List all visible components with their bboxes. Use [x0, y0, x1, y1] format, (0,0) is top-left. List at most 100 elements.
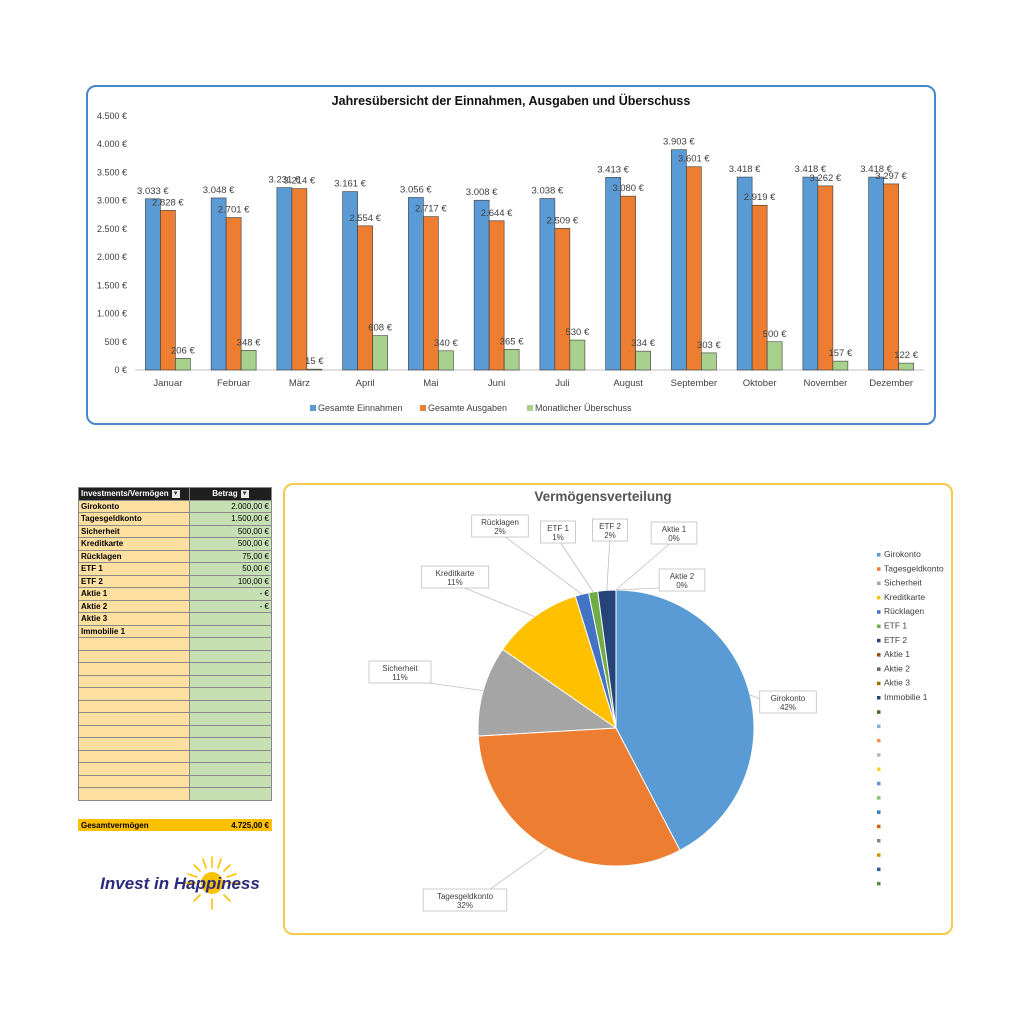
asset-name-cell[interactable] [78, 699, 190, 713]
asset-amount-cell[interactable] [188, 637, 273, 651]
table-row[interactable] [78, 787, 273, 801]
x-tick-label: Januar [153, 378, 182, 389]
pie-chart-panel: Vermögensverteilung Girokonto 42% Tagesgel… [283, 483, 953, 935]
x-tick-label: September [671, 378, 717, 389]
asset-amount-cell[interactable]: 1.500,00 € [188, 512, 273, 526]
asset-amount-cell[interactable] [188, 612, 273, 626]
asset-name-cell[interactable]: Girokonto [78, 499, 190, 513]
asset-amount-cell[interactable]: 50,00 € [188, 562, 273, 576]
asset-amount-cell[interactable] [188, 749, 273, 763]
table-row[interactable]: Tagesgeldkonto 1.500,00 € [78, 512, 273, 526]
asset-name-cell[interactable]: Tagesgeldkonto [78, 512, 190, 526]
header-name-cell[interactable]: Investments/Vermögen ▼ [78, 487, 190, 501]
asset-amount-cell[interactable] [188, 724, 273, 738]
asset-name-cell[interactable] [78, 674, 190, 688]
callout-leader-line [557, 538, 594, 593]
table-row[interactable] [78, 737, 273, 751]
asset-amount-cell[interactable] [188, 649, 273, 663]
callout-leader-line [615, 539, 675, 591]
table-row[interactable]: Sicherheit 500,00 € [78, 524, 273, 538]
asset-name-cell[interactable]: Kreditkarte [78, 537, 190, 551]
asset-name-cell[interactable]: ETF 1 [78, 562, 190, 576]
table-row[interactable] [78, 724, 273, 738]
bar-data-label: 3.418 € [795, 164, 827, 175]
table-row[interactable] [78, 649, 273, 663]
asset-amount-cell[interactable] [188, 699, 273, 713]
asset-name-cell[interactable] [78, 774, 190, 788]
asset-name-cell[interactable] [78, 787, 190, 801]
logo-text: Invest in Happiness [100, 874, 260, 893]
asset-name-cell[interactable] [78, 649, 190, 663]
total-row: Gesamtvermögen 4.725,00 € [78, 819, 272, 831]
table-row[interactable]: Rücklagen 75,00 € [78, 549, 273, 563]
table-row[interactable]: Girokonto 2.000,00 € [78, 499, 273, 513]
asset-amount-cell[interactable] [188, 674, 273, 688]
table-row[interactable]: ETF 2 100,00 € [78, 574, 273, 588]
asset-name-cell[interactable]: Immobilie 1 [78, 624, 190, 638]
asset-amount-cell[interactable] [188, 712, 273, 726]
asset-name-cell[interactable]: Sicherheit [78, 524, 190, 538]
legend-label: ETF 1 [884, 621, 907, 631]
bar-surplus [635, 350, 651, 371]
bar-income [671, 149, 687, 371]
table-row[interactable]: Aktie 3 [78, 612, 273, 626]
asset-name-cell[interactable]: Aktie 3 [78, 612, 190, 626]
table-row[interactable]: Aktie 1- € [78, 587, 273, 601]
asset-amount-cell[interactable]: 500,00 € [188, 537, 273, 551]
table-row[interactable] [78, 662, 273, 676]
x-tick-label: Juli [555, 378, 569, 389]
asset-name-cell[interactable]: Aktie 2 [78, 599, 190, 613]
asset-name-cell[interactable] [78, 737, 190, 751]
legend-swatch [877, 767, 881, 771]
table-row[interactable]: ETF 1 50,00 € [78, 562, 273, 576]
asset-amount-cell[interactable] [188, 662, 273, 676]
asset-amount-cell[interactable]: 75,00 € [188, 549, 273, 563]
table-row[interactable] [78, 699, 273, 713]
asset-amount-cell[interactable] [188, 774, 273, 788]
x-tick-label: Februar [217, 378, 250, 389]
table-row[interactable]: Aktie 2- € [78, 599, 273, 613]
table-row[interactable] [78, 749, 273, 763]
bar-surplus [240, 350, 257, 371]
asset-amount-cell[interactable] [188, 737, 273, 751]
y-tick-label: 1.000 € [97, 309, 127, 319]
legend-swatch [877, 810, 881, 814]
asset-amount-cell[interactable]: 100,00 € [188, 574, 273, 588]
bar-data-label: 3.601 € [678, 154, 710, 165]
asset-name-cell[interactable] [78, 749, 190, 763]
asset-amount-cell[interactable] [188, 787, 273, 801]
asset-name-cell[interactable] [78, 687, 190, 701]
asset-amount-cell[interactable] [188, 624, 273, 638]
asset-amount-cell[interactable]: 500,00 € [188, 524, 273, 538]
legend-swatch [877, 553, 881, 557]
table-row[interactable] [78, 674, 273, 688]
table-row[interactable]: Kreditkarte 500,00 € [78, 537, 273, 551]
asset-amount-cell[interactable] [188, 762, 273, 776]
table-row[interactable] [78, 774, 273, 788]
table-row[interactable] [78, 637, 273, 651]
filter-dropdown-icon[interactable]: ▼ [171, 490, 180, 499]
asset-name-cell[interactable] [78, 637, 190, 651]
asset-name-cell[interactable]: Rücklagen [78, 549, 190, 563]
header-amount-cell[interactable]: Betrag ▼ [188, 487, 273, 501]
asset-amount-cell[interactable]: 2.000,00 € [188, 499, 273, 513]
asset-name-cell[interactable]: Aktie 1 [78, 587, 190, 601]
table-row[interactable]: Immobilie 1 [78, 624, 273, 638]
asset-name-cell[interactable] [78, 662, 190, 676]
asset-amount-cell[interactable]: - € [188, 587, 273, 601]
bar-surplus [832, 360, 849, 371]
pie-chart: Vermögensverteilung Girokonto42%Tagesgel… [368, 489, 944, 912]
legend-label: Aktie 2 [884, 663, 910, 673]
bar-data-label: 3.161 € [334, 179, 366, 190]
callout-percent: 11% [447, 578, 462, 587]
asset-name-cell[interactable]: ETF 2 [78, 574, 190, 588]
asset-name-cell[interactable] [78, 762, 190, 776]
filter-dropdown-icon[interactable]: ▼ [240, 490, 249, 499]
table-row[interactable] [78, 762, 273, 776]
asset-name-cell[interactable] [78, 724, 190, 738]
table-row[interactable] [78, 712, 273, 726]
asset-name-cell[interactable] [78, 712, 190, 726]
table-row[interactable] [78, 687, 273, 701]
asset-amount-cell[interactable]: - € [188, 599, 273, 613]
asset-amount-cell[interactable] [188, 687, 273, 701]
